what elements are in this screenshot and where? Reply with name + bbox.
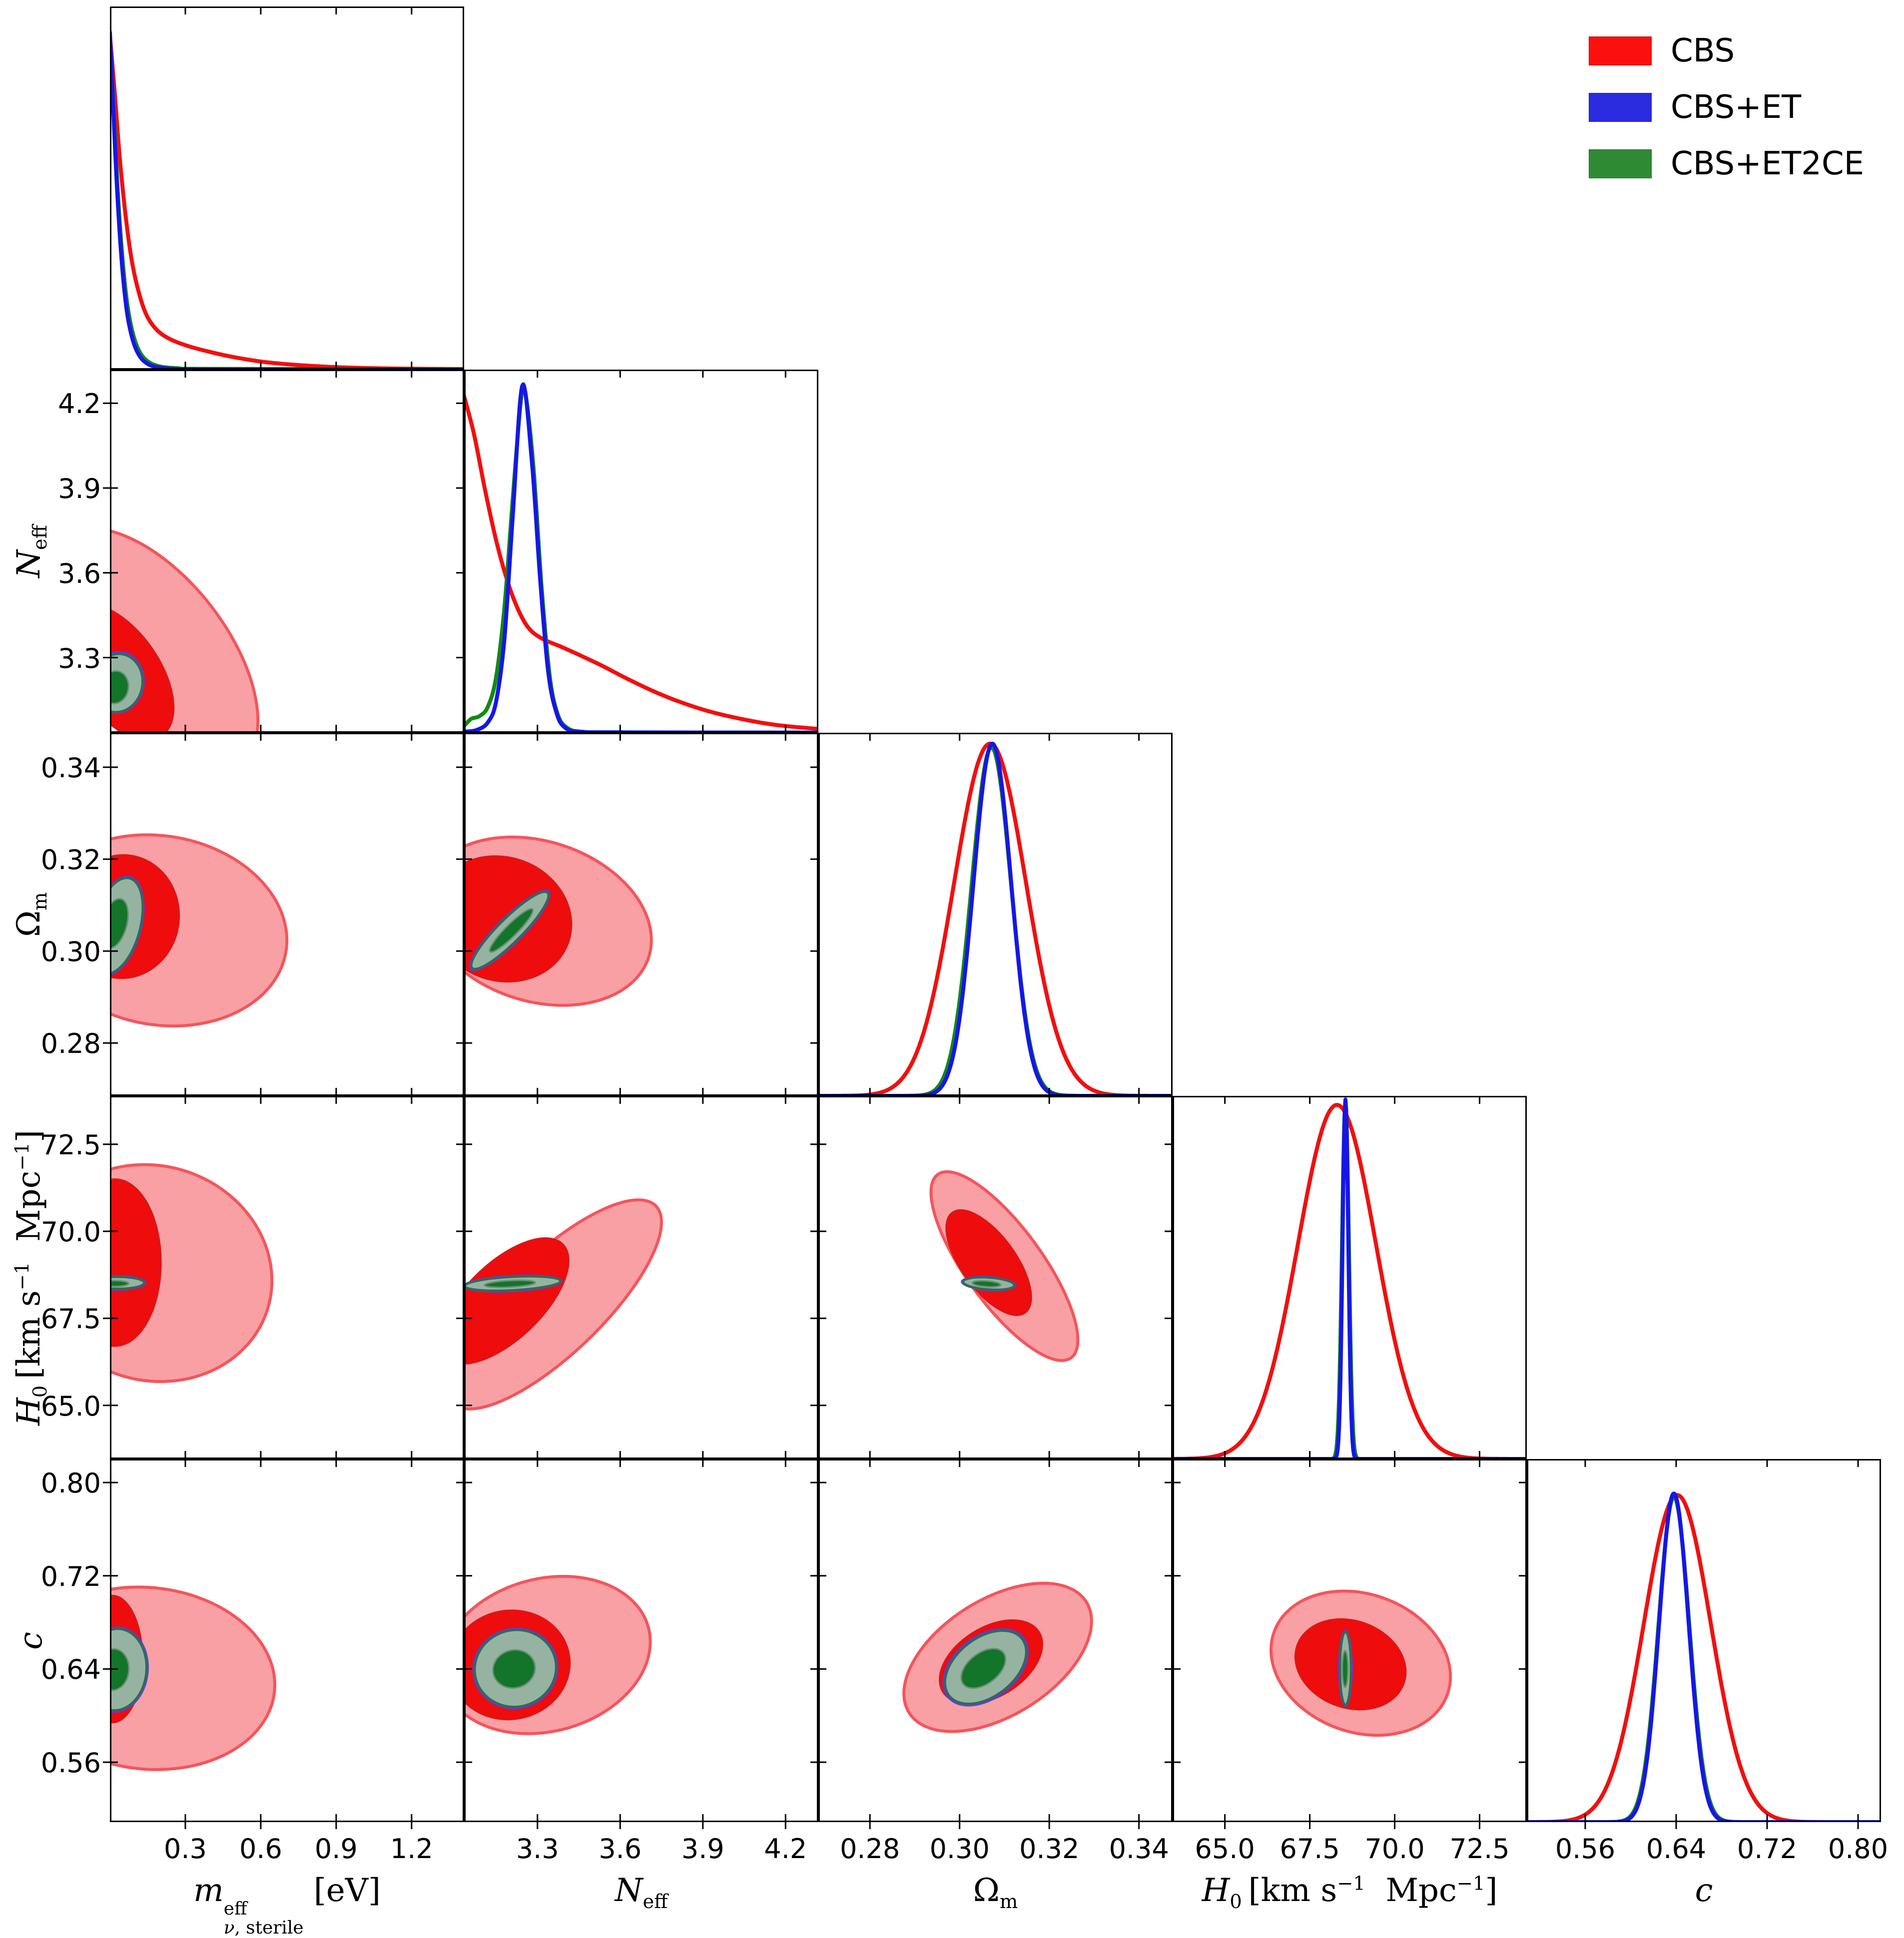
legend-label-cbs-et2ce: CBS+ET2CE [1671, 145, 1865, 182]
legend-label-cbs-et: CBS+ET [1671, 89, 1802, 126]
legend-swatch-cbs-et [1589, 93, 1652, 122]
panel-h0-vs-omegam [818, 1096, 1173, 1459]
x-tick-h0-72.5: 72.5 [1449, 1833, 1510, 1865]
x-tick-h0-70.0: 70.0 [1364, 1833, 1425, 1865]
y-axis-label-c: c [12, 1631, 49, 1650]
y-tick-omegam-0.30: 0.30 [40, 936, 101, 968]
y-axis-label-neff: Neff [10, 524, 51, 578]
y-tick-c-0.80: 0.80 [40, 1467, 101, 1499]
panel-omegam-vs-neff [464, 733, 818, 1096]
panel-omegam-vs-mnu [103, 733, 464, 1096]
panel-c-vs-neff [464, 1459, 818, 1829]
panel-diag-mnu [110, 6, 464, 370]
y-tick-omegam-0.32: 0.32 [40, 844, 101, 876]
x-tick-omegam-0.28: 0.28 [840, 1833, 900, 1865]
panel-diag-h0 [1173, 1096, 1527, 1459]
y-axis-label-h0: H0 [km s−1 Mpc−1] [10, 1129, 51, 1426]
x-tick-c-0.72: 0.72 [1737, 1833, 1798, 1865]
y-tick-h0-72.5: 72.5 [40, 1129, 101, 1161]
y-tick-h0-70.0: 70.0 [40, 1216, 101, 1248]
x-tick-mnu-0.9: 0.9 [314, 1833, 358, 1865]
panel-c-vs-omegam [818, 1459, 1173, 1829]
panel-c-vs-h0 [1173, 1459, 1527, 1829]
x-axis-label-mnu: m eff ν, sterile [eV] [193, 1872, 381, 1938]
panel-h0-vs-mnu [103, 1096, 464, 1459]
x-tick-h0-65.0: 65.0 [1195, 1833, 1255, 1865]
panel-diag-omegam [818, 733, 1173, 1096]
panel-diag-neff [464, 370, 818, 733]
panel-h0-vs-neff [464, 1096, 818, 1459]
x-tick-c-0.64: 0.64 [1646, 1833, 1707, 1865]
x-axis-label-omegam: Ωm [973, 1872, 1018, 1913]
y-axis-label-omegam: Ωm [10, 892, 51, 937]
x-axis-label-h0: H0 [km s−1 Mpc−1] [1202, 1872, 1498, 1913]
legend-item-cbs-et: CBS+ET [1589, 89, 1801, 126]
y-tick-omegam-0.34: 0.34 [40, 752, 101, 784]
x-tick-omegam-0.32: 0.32 [1019, 1833, 1080, 1865]
x-axis-label-c: c [1695, 1872, 1713, 1909]
panel-c-vs-mnu [103, 1459, 464, 1829]
x-tick-mnu-0.3: 0.3 [164, 1833, 207, 1865]
x-tick-mnu-1.2: 1.2 [390, 1833, 433, 1865]
y-tick-neff-3.9: 3.9 [58, 473, 101, 505]
y-tick-neff-3.6: 3.6 [58, 557, 101, 589]
x-tick-mnu-0.6: 0.6 [239, 1833, 282, 1865]
y-tick-h0-67.5: 67.5 [40, 1303, 101, 1335]
panel-neff-vs-mnu [103, 370, 464, 733]
y-tick-c-0.64: 0.64 [40, 1654, 101, 1686]
y-tick-neff-4.2: 4.2 [58, 388, 101, 420]
x-tick-c-0.56: 0.56 [1555, 1833, 1616, 1865]
x-tick-neff-4.2: 4.2 [764, 1833, 807, 1865]
x-tick-neff-3.9: 3.9 [681, 1833, 724, 1865]
x-axis-label-neff: Neff [615, 1872, 668, 1913]
y-tick-c-0.72: 0.72 [40, 1560, 101, 1592]
legend-swatch-cbs-et2ce [1589, 149, 1652, 178]
y-tick-omegam-0.28: 0.28 [40, 1028, 101, 1060]
x-tick-c-0.80: 0.80 [1828, 1833, 1889, 1865]
x-tick-neff-3.6: 3.6 [599, 1833, 642, 1865]
x-tick-neff-3.3: 3.3 [516, 1833, 559, 1865]
legend-label-cbs: CBS [1671, 32, 1735, 69]
y-tick-neff-3.3: 3.3 [58, 642, 101, 674]
panel-diag-c [1527, 1459, 1881, 1829]
x-tick-omegam-0.34: 0.34 [1109, 1833, 1169, 1865]
x-tick-h0-67.5: 67.5 [1279, 1833, 1340, 1865]
legend-swatch-cbs [1589, 36, 1652, 65]
y-tick-c-0.56: 0.56 [40, 1747, 101, 1779]
legend-item-cbs: CBS [1589, 32, 1735, 69]
y-tick-h0-65.0: 65.0 [40, 1390, 101, 1422]
legend-item-cbs-et2ce: CBS+ET2CE [1589, 145, 1864, 182]
x-tick-omegam-0.30: 0.30 [929, 1833, 990, 1865]
